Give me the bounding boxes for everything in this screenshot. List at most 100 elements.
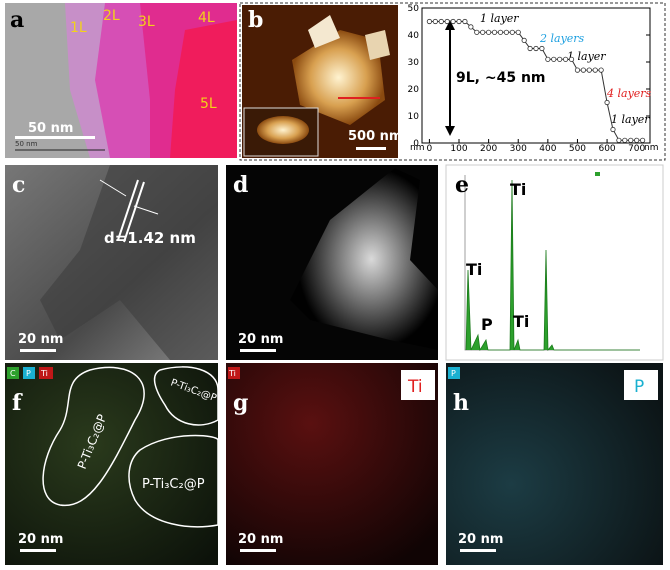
scale-label: 20 nm <box>238 532 283 547</box>
profile-point <box>598 67 604 73</box>
profile-point <box>486 29 492 35</box>
layer-label: 2L <box>103 8 120 24</box>
peak-label: P <box>481 315 493 334</box>
profile-point <box>480 29 486 35</box>
badge-label: Ti <box>407 377 423 397</box>
layer-label: 1L <box>70 20 87 36</box>
profile-point <box>456 18 462 25</box>
panel-c: c d=1.42 nm 20 nm <box>5 165 218 360</box>
panel-b: b 500 nm nm nm 9L, ~45 nm 1 layer 2 laye… <box>239 2 666 161</box>
profile-point <box>586 67 592 73</box>
annotation: 4 layers <box>606 87 652 100</box>
region-label: P-Ti₃C₂@P <box>142 477 205 492</box>
profile-point <box>426 18 433 25</box>
x-tick-label: 700 <box>628 144 645 154</box>
profile-point <box>639 137 646 143</box>
scale-bar <box>460 549 496 552</box>
flake <box>40 165 218 360</box>
scale-label: 20 nm <box>18 532 63 547</box>
x-tick-label: 200 <box>480 144 497 154</box>
scale-bar <box>356 147 386 150</box>
panel-label: b <box>248 7 263 33</box>
scale-bar <box>20 349 56 352</box>
panel-label: c <box>12 172 25 198</box>
annotation: 2 layers <box>539 32 585 45</box>
layer-label: 4L <box>198 10 215 26</box>
y-tick-label: 40 <box>408 31 420 41</box>
peak-label: Ti <box>513 312 529 331</box>
x-tick-label: 100 <box>450 144 467 154</box>
channel-label: P <box>451 369 456 378</box>
lattice <box>117 179 139 241</box>
panel-e: e Ti Ti P Ti <box>445 164 664 361</box>
x-tick-label: 400 <box>539 144 556 154</box>
x-tick-label: 0 <box>427 144 433 154</box>
flake <box>257 116 309 144</box>
profile-point <box>497 29 504 35</box>
lattice <box>123 181 145 243</box>
profile-point <box>533 45 539 52</box>
region-outline <box>128 434 219 528</box>
panel-d: d 20 nm <box>226 165 438 360</box>
y-tick-label: 0 <box>413 139 419 149</box>
y-tick-label: 20 <box>408 85 420 95</box>
image <box>445 164 664 361</box>
profile-plot: nm nm 9L, ~45 nm 1 layer 2 layers 1 laye… <box>408 4 659 154</box>
annotation: d=1.42 nm <box>104 229 196 247</box>
annotation: 1 layer <box>567 50 606 63</box>
profile-point <box>610 126 616 133</box>
scale-bar <box>20 549 56 552</box>
profile-point <box>450 18 456 25</box>
flake <box>170 20 237 158</box>
x-tick-label: 300 <box>510 144 527 154</box>
panel-a: a 1L 2L 3L 4L 5L 50 nm 50 nm <box>5 3 237 158</box>
scale-bar <box>15 136 95 139</box>
flake <box>308 15 340 48</box>
flake <box>365 30 390 60</box>
panel-h: P P h 20 nm <box>446 363 663 565</box>
channel-badge <box>228 367 240 379</box>
profile-point <box>509 29 515 35</box>
profile-point <box>616 137 622 143</box>
profile-point <box>503 29 509 35</box>
scale-label: 20 nm <box>18 332 63 347</box>
y-tick-label: 50 <box>408 4 420 14</box>
legend-swatch <box>595 172 600 176</box>
profile-point <box>628 137 634 143</box>
arrow <box>99 179 127 197</box>
annotation: 1 layer <box>611 113 650 126</box>
profile-point <box>438 18 444 25</box>
y-tick-label: 10 <box>408 112 420 122</box>
panel-label: g <box>233 390 248 416</box>
channel-label: P <box>26 369 31 378</box>
profile-point <box>622 137 628 143</box>
profile-point <box>580 67 586 73</box>
x-tick-label: 500 <box>569 144 586 154</box>
badge-label: P <box>634 377 644 397</box>
scale-label: 20 nm <box>458 532 503 547</box>
panel-label: e <box>455 172 469 198</box>
scale-label: 500 nm <box>348 129 402 144</box>
profile-point <box>563 56 569 62</box>
profile-point <box>634 137 640 143</box>
scale-bar <box>240 349 276 352</box>
profile-point <box>574 67 581 73</box>
channel-label: Ti <box>228 369 236 378</box>
scale-label: 20 nm <box>238 332 283 347</box>
badge <box>401 370 435 400</box>
arrow-head <box>445 126 455 136</box>
peak-label: Ti <box>510 180 526 199</box>
x-tick-label: 600 <box>598 144 615 154</box>
profile-point <box>527 45 533 52</box>
profile-point <box>474 29 480 35</box>
scale-label: 50 nm <box>28 121 73 136</box>
badge <box>624 370 658 400</box>
profile-point <box>557 56 563 62</box>
profile-point <box>604 99 610 106</box>
arrow <box>133 205 159 215</box>
panel-label: f <box>12 390 23 416</box>
profile-point <box>521 37 527 44</box>
scale-label: 50 nm <box>15 140 38 148</box>
profile-point <box>515 29 521 35</box>
